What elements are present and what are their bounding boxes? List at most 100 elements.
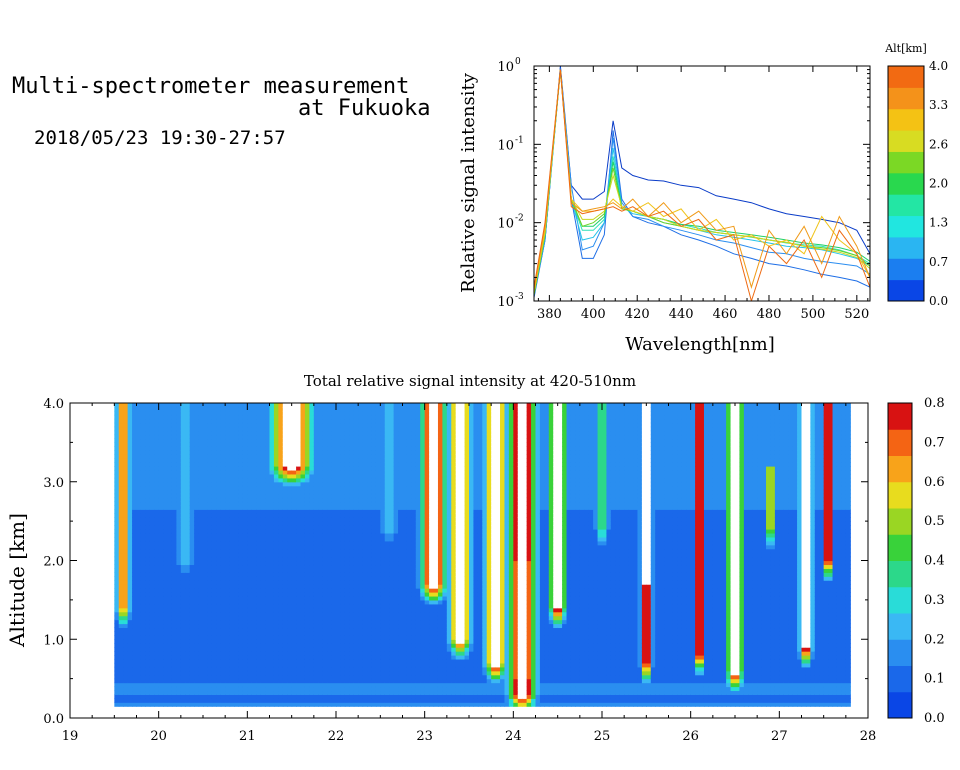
heatmap-cell	[309, 426, 315, 432]
heatmap-cell	[260, 536, 266, 542]
spectrum-plot-frame	[533, 65, 871, 302]
heatmap-cell	[114, 410, 120, 416]
heatmap-cell	[163, 525, 169, 530]
heatmap-cell	[203, 548, 209, 554]
heatmap-cell	[189, 698, 195, 703]
heatmap-cell	[313, 473, 319, 479]
heatmap-cell	[203, 588, 209, 593]
heatmap-cell	[349, 540, 355, 546]
heatmap-cell	[375, 576, 381, 581]
heatmap-cell	[273, 422, 279, 428]
heatmap-cell	[389, 529, 395, 534]
heatmap-cell	[247, 544, 253, 550]
heatmap-cell	[247, 505, 253, 510]
heatmap-cell	[198, 694, 204, 699]
heatmap-cell	[362, 603, 368, 609]
heatmap-cell	[380, 592, 386, 597]
heatmap-cell	[242, 607, 248, 613]
heatmap-cell	[278, 611, 284, 617]
heatmap-cell	[211, 564, 217, 569]
heatmap-cell	[287, 615, 293, 621]
heatmap-cell	[242, 462, 248, 467]
heatmap-cell	[198, 422, 204, 428]
heatmap-cell	[225, 434, 231, 440]
heatmap-cell	[256, 446, 262, 451]
heatmap-cell	[140, 658, 146, 664]
heatmap-cell	[123, 631, 129, 636]
heatmap-cell	[362, 422, 368, 428]
heatmap-cell	[269, 544, 275, 550]
heatmap-cell	[163, 686, 169, 692]
heatmap-cell	[291, 544, 297, 550]
heatmap-cell	[225, 477, 231, 483]
heatmap-cell	[132, 473, 138, 479]
heatmap-cell	[380, 422, 386, 428]
heatmap-cell	[203, 595, 209, 601]
spectrum-x-tick-label: 440	[669, 307, 694, 322]
heatmap-cell	[216, 501, 222, 506]
heatmap-cell	[176, 564, 182, 569]
heatmap-cell	[194, 580, 200, 585]
heatmap-cell	[296, 639, 302, 644]
heatmap-cell	[158, 631, 164, 636]
heatmap-cell	[136, 434, 142, 440]
heatmap-cell	[158, 544, 164, 550]
heatmap-cell	[371, 505, 377, 510]
heatmap-cell	[163, 651, 169, 656]
heatmap-cell	[260, 670, 266, 676]
heatmap-cell	[194, 572, 200, 577]
heatmap-cell	[145, 572, 151, 577]
heatmap-cell	[198, 414, 204, 420]
heatmap-cell	[282, 603, 288, 609]
heatmap-cell	[296, 532, 302, 538]
heatmap-cell	[216, 658, 222, 664]
heatmap-cell	[203, 655, 209, 660]
heatmap-cell	[198, 462, 204, 467]
heatmap-cell	[185, 694, 191, 699]
heatmap-cell	[322, 450, 328, 455]
heatmap-cell	[375, 556, 381, 562]
heatmap-cell	[185, 631, 191, 636]
heatmap-cell	[340, 595, 346, 601]
heatmap-cell	[180, 454, 186, 459]
heatmap-cell	[327, 556, 333, 562]
heatmap-cell	[260, 682, 266, 688]
heatmap-cell	[114, 595, 120, 601]
heatmap-cell	[251, 509, 257, 514]
heatmap-cell	[225, 694, 231, 699]
heatmap-cell	[127, 414, 133, 420]
heatmap-cell	[251, 540, 257, 546]
heatmap-cell	[309, 521, 315, 526]
heatmap-cell	[189, 548, 195, 554]
heatmap-cell	[216, 438, 222, 443]
heatmap-cell	[256, 466, 262, 471]
heatmap-cell	[322, 438, 328, 443]
heatmap-cell	[163, 623, 169, 629]
heatmap-cell	[145, 454, 151, 459]
heatmap-cell	[331, 442, 337, 447]
heatmap-cell	[118, 686, 124, 692]
heatmap-cell	[344, 658, 350, 664]
heatmap-cell	[358, 615, 364, 621]
heatmap-cell	[304, 647, 310, 652]
heatmap-cell	[189, 595, 195, 601]
heatmap-cell	[145, 619, 151, 625]
heatmap-cell	[318, 485, 324, 491]
heatmap-cell	[234, 584, 240, 589]
heatmap-cell	[132, 690, 138, 695]
heatmap-cell	[189, 635, 195, 640]
heatmap-cell	[340, 702, 346, 707]
heatmap-cell	[194, 485, 200, 491]
heatmap-cell	[176, 682, 182, 688]
heatmap-cell	[163, 430, 169, 436]
heatmap-cell	[251, 418, 257, 424]
heatmap-cell	[313, 469, 319, 475]
heatmap-cell	[269, 548, 275, 554]
heatmap-cell	[136, 462, 142, 467]
heatmap-cell	[251, 635, 257, 640]
heatmap-cell	[171, 403, 177, 408]
heatmap-cell	[344, 525, 350, 530]
heatmap-cell	[127, 690, 133, 695]
heatmap-cell	[247, 588, 253, 593]
